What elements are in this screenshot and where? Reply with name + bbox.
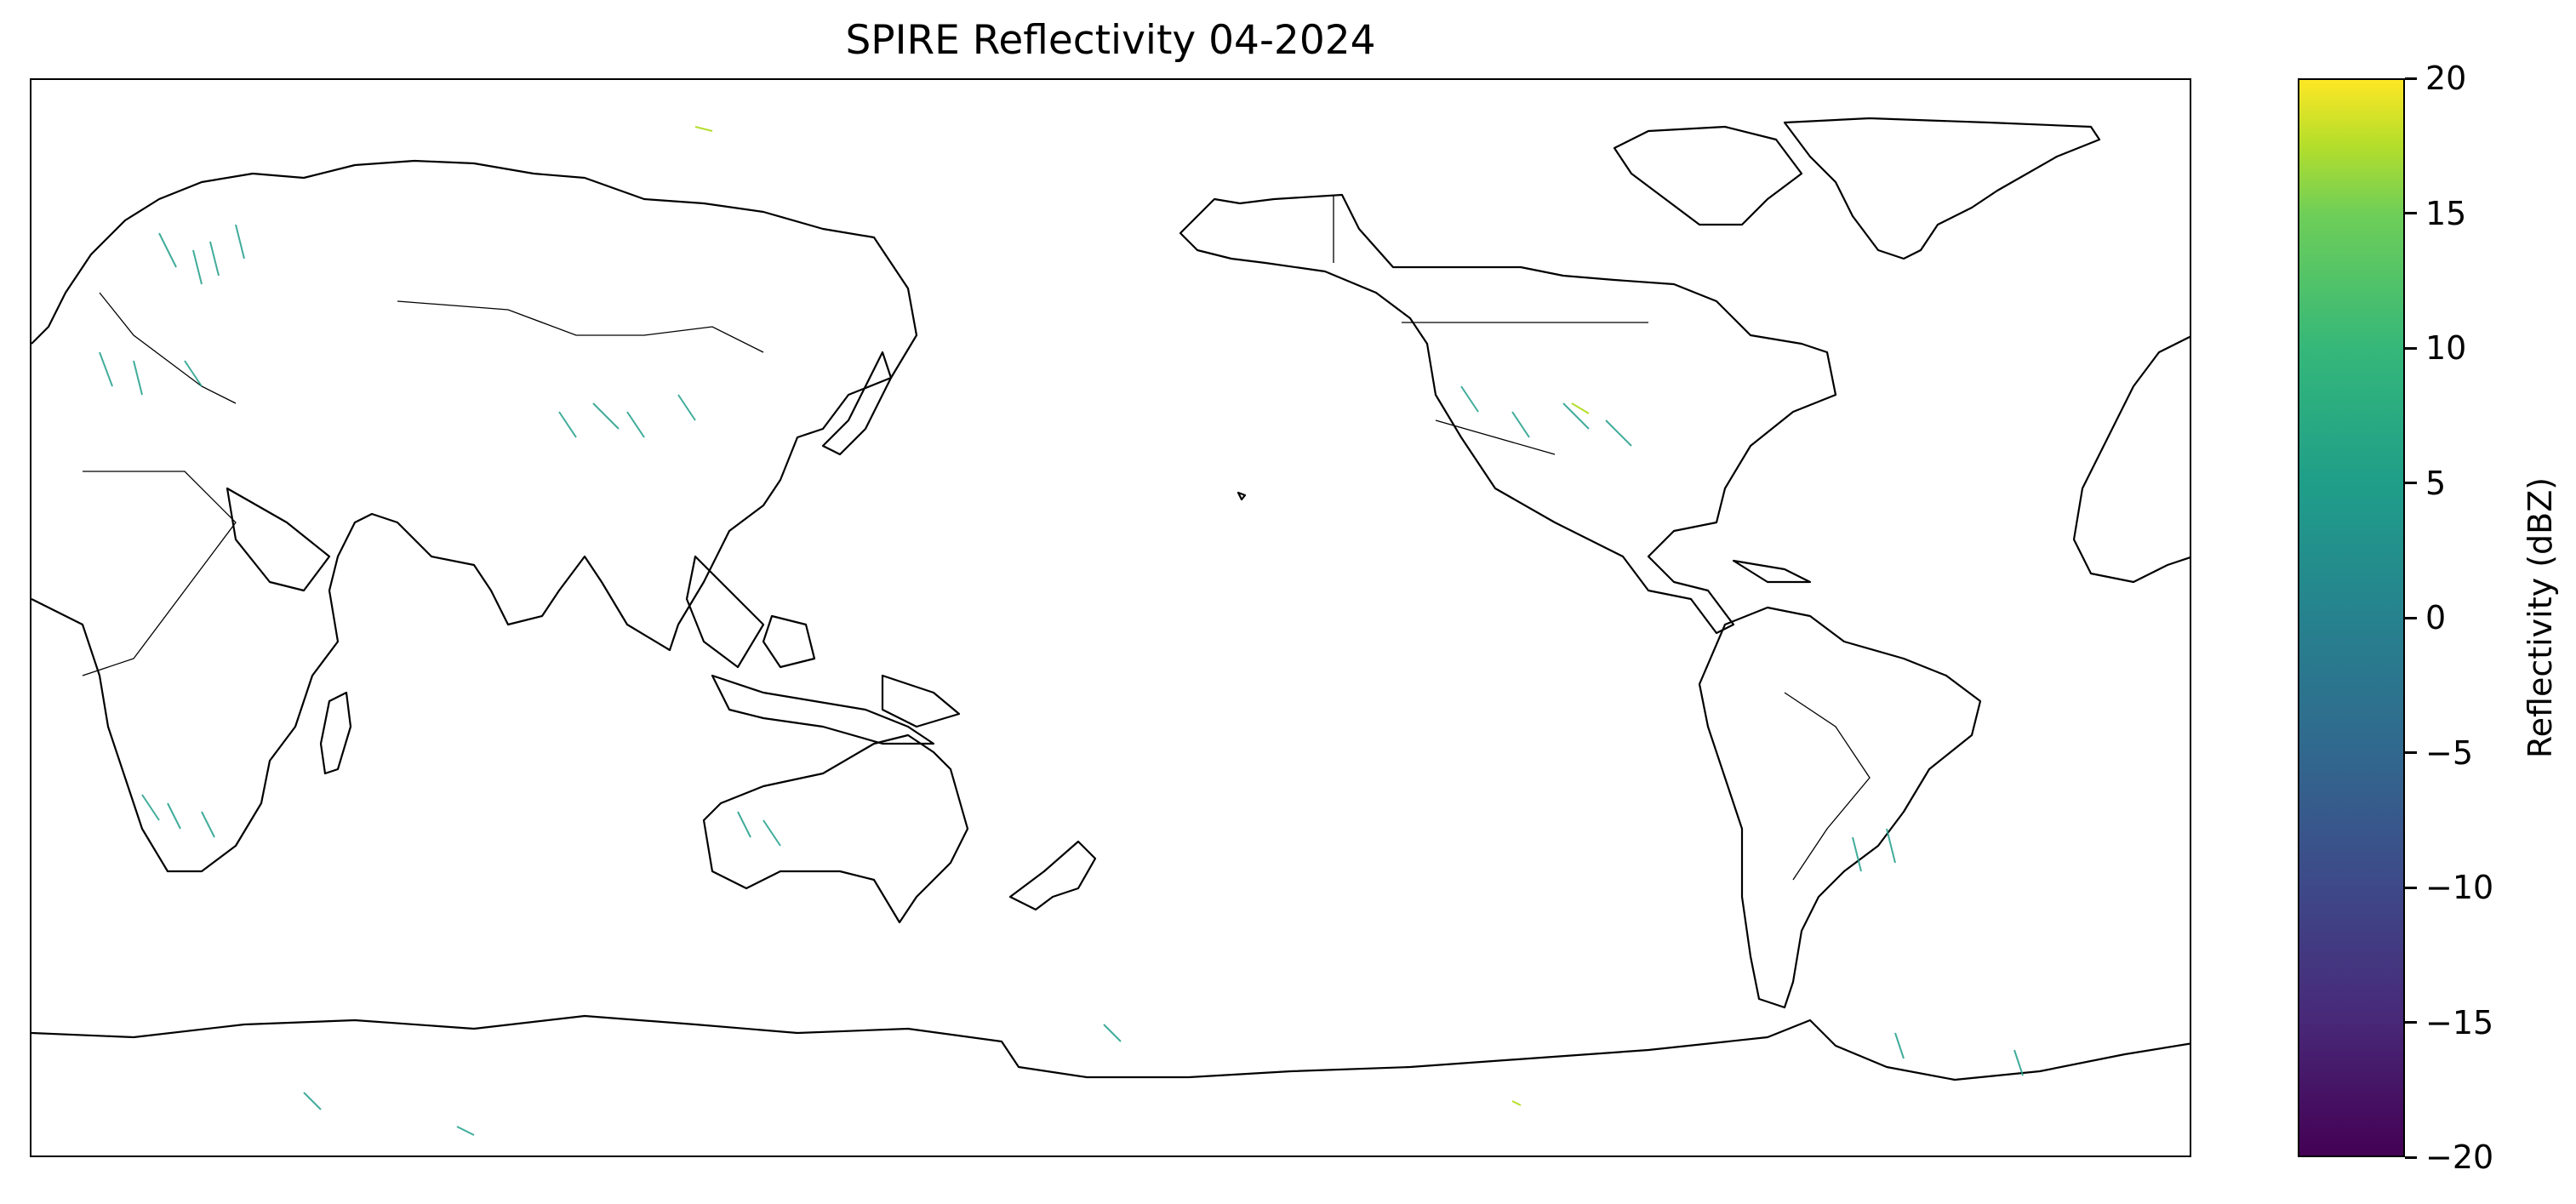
- coastline-southeast-asia: [685, 555, 765, 669]
- country-border-europe: [99, 292, 237, 404]
- observation-swath: [694, 126, 1590, 1106]
- colorbar-tick-label: −20: [2425, 1138, 2494, 1176]
- observation-swath: [141, 794, 215, 838]
- reflectivity-high-returns: [694, 126, 1590, 1106]
- coastline-greenland: [1783, 117, 2101, 260]
- map-title: SPIRE Reflectivity 04-2024: [845, 17, 1376, 64]
- colorbar-tick-label: 15: [2425, 194, 2467, 232]
- coastline-new-zealand: [1008, 840, 1097, 911]
- colorbar-tick-label: −5: [2425, 733, 2474, 772]
- colorbar-tick-label: 5: [2425, 464, 2447, 502]
- country-border-africa: [82, 471, 237, 676]
- coastline-arabian-peninsula: [226, 487, 331, 592]
- country-border-mexico-usa: [1435, 419, 1556, 455]
- coastline-canadian-arctic: [1613, 125, 1803, 226]
- world-map: [31, 117, 2190, 1136]
- country-border-south-america: [1784, 692, 1871, 881]
- observation-swath: [558, 394, 696, 438]
- colorbar-tick-label: 20: [2425, 60, 2467, 97]
- country-border-russia-china: [397, 300, 764, 353]
- coastline-caribbean: [1732, 559, 1812, 584]
- reflectivity-observations: [99, 224, 2024, 1136]
- coastline-north-america: [1179, 193, 1837, 635]
- observation-swath: [737, 811, 781, 847]
- observation-swath: [99, 351, 203, 396]
- colorbar-tick-label: −10: [2425, 869, 2494, 906]
- map-panel: [30, 78, 2191, 1157]
- coastline-japan: [821, 351, 893, 456]
- colorbar-tick-label: 10: [2425, 329, 2467, 367]
- colorbar-label: Reflectivity (dBZ): [2522, 476, 2559, 759]
- coastline-hawaii: [1237, 491, 1247, 501]
- observation-swath: [1852, 828, 1896, 872]
- coastline-australia: [702, 733, 969, 924]
- colorbar-tick-label: −15: [2425, 1003, 2494, 1041]
- observation-swath: [1460, 385, 1632, 447]
- colorbar: [2298, 78, 2405, 1157]
- coastline-indonesia: [711, 674, 935, 745]
- coastline-antarctica: [31, 1014, 2190, 1081]
- colorbar-tick-label: 0: [2425, 599, 2447, 636]
- coastline-new-guinea: [881, 674, 961, 728]
- coastline-south-america: [1698, 606, 1982, 1009]
- coastline-eurasia-africa: [31, 159, 918, 873]
- coastline-madagascar: [319, 691, 352, 775]
- observation-swath: [303, 1024, 2024, 1136]
- coastline-west-africa: [2072, 335, 2190, 584]
- coastline-borneo: [762, 614, 816, 669]
- observation-swath: [158, 224, 245, 285]
